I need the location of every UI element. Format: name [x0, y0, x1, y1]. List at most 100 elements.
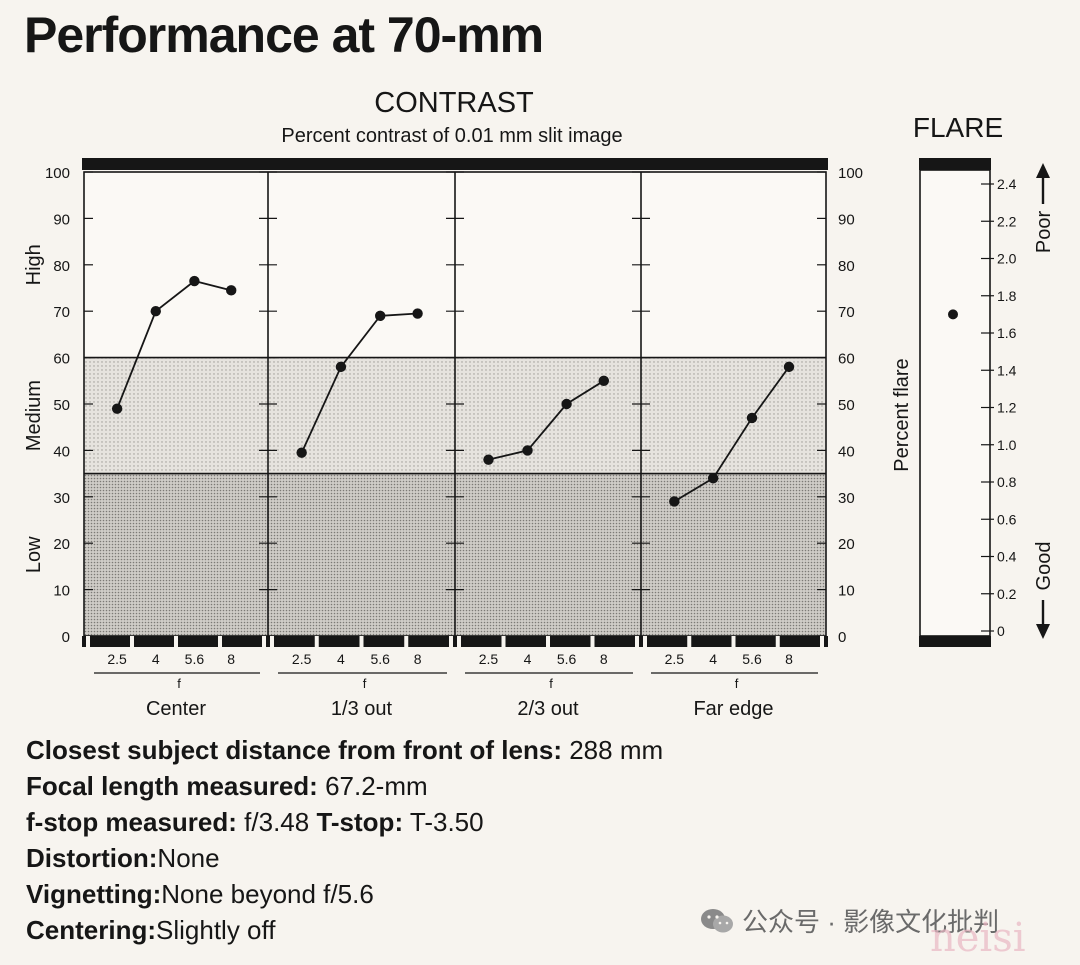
top-bar: [82, 158, 828, 170]
flare-title: FLARE: [913, 112, 1003, 143]
data-point: [296, 447, 307, 458]
x-axis-label: f: [549, 676, 553, 691]
flare-y-tick-label: 2.4: [997, 176, 1017, 192]
spec-centering: Centering:Slightly off: [26, 912, 663, 948]
x-tick-label: 4: [152, 651, 160, 667]
flare-y-tick-label: 0.6: [997, 511, 1017, 527]
spec-label-tstop: T-stop:: [316, 807, 404, 837]
series-line-far-edge: [673, 366, 790, 503]
x-tick-label: 5.6: [370, 651, 390, 667]
x-axis-label: f: [177, 676, 181, 691]
scale-notch: [270, 636, 274, 647]
scale-notch: [643, 636, 647, 647]
data-point: [335, 361, 347, 373]
data-point: [226, 285, 237, 296]
scale-notch: [635, 636, 639, 647]
series-line-1-3-out: [300, 312, 418, 454]
series-line-center: [116, 280, 232, 409]
y-tick-label-left: 20: [53, 536, 70, 553]
flare-data-point: [948, 309, 958, 320]
x-tick-label: 2.5: [107, 651, 127, 667]
x-tick-label: 4: [337, 651, 345, 667]
scale-notch: [590, 636, 595, 647]
x-tick-label: 8: [785, 651, 793, 667]
x-tick-label: 2.5: [292, 651, 312, 667]
series-line-2-3-out: [488, 380, 605, 461]
arrow-up-head-icon: [1036, 163, 1050, 178]
flare-top-bar: [919, 158, 991, 170]
spec-closest-distance: Closest subject distance from front of l…: [26, 732, 663, 768]
y-tick-label-left: 40: [53, 443, 70, 460]
y-tick-label-right: 90: [838, 211, 855, 228]
y-tick-label-left: 30: [53, 490, 70, 507]
x-tick-label: 5.6: [742, 651, 762, 667]
spec-label: f-stop measured:: [26, 807, 237, 837]
x-axis-label: f: [363, 676, 367, 691]
panel-name: 2/3 out: [517, 698, 579, 720]
data-point: [783, 361, 795, 373]
band-label-high: High: [23, 244, 45, 285]
scale-notch: [501, 636, 506, 647]
x-tick-label: 5.6: [185, 651, 205, 667]
y-tick-label-left: 90: [53, 211, 70, 228]
x-tick-label: 4: [709, 651, 717, 667]
data-point: [561, 398, 572, 410]
y-tick-label-right: 60: [838, 351, 855, 368]
y-tick-label-right: 80: [838, 258, 855, 275]
data-point: [111, 403, 123, 414]
flare-good-label: Good: [1033, 542, 1055, 591]
data-point: [522, 445, 533, 456]
contrast-chart: 0 0 10 10 20 20 30 30 40 40 50 50 60 60 70 70 80 80 90 90 10…: [23, 158, 863, 720]
y-tick-label-left: 80: [53, 258, 70, 275]
scale-notch: [86, 636, 90, 647]
scale-notch: [449, 636, 453, 647]
spec-fstop: f-stop measured: f/3.48 T-stop: T-3.50: [26, 804, 663, 840]
data-point: [669, 496, 680, 507]
panel-name: Center: [146, 698, 206, 720]
spec-value: None: [157, 843, 220, 873]
data-point: [746, 412, 758, 424]
flare-y-tick-label: 0.4: [997, 549, 1017, 565]
flare-y-tick-label: 2.0: [997, 251, 1017, 267]
scale-notch: [218, 636, 222, 647]
y-tick-label-right: 30: [838, 490, 855, 507]
scale-notch: [731, 636, 736, 647]
x-tick-label: 5.6: [557, 651, 577, 667]
watermark-text: 公众号 · 影像文化批判: [742, 907, 1000, 937]
spec-distortion: Distortion:None: [26, 840, 663, 876]
spec-value: Slightly off: [156, 915, 276, 945]
panel-name: Far edge: [693, 698, 773, 720]
scale-notch: [262, 636, 266, 647]
spec-label: Vignetting:: [26, 879, 162, 909]
spec-value: None beyond f/5.6: [161, 879, 374, 909]
scale-notch: [457, 636, 461, 647]
spec-value: f/3.48: [244, 807, 310, 837]
flare-y-tick-label: 0.8: [997, 474, 1017, 490]
band-label-low: Low: [23, 536, 45, 573]
y-tick-label-left: 10: [53, 583, 70, 600]
data-point: [412, 308, 423, 319]
data-point: [150, 306, 161, 317]
flare-y-tick-label: 1.6: [997, 325, 1017, 341]
band-label-medium: Medium: [23, 380, 45, 451]
data-point: [483, 454, 494, 465]
scale-notch: [130, 636, 134, 647]
y-tick-label-right: 10: [838, 583, 855, 600]
spec-value: 288 mm: [569, 735, 664, 765]
watermark: 公众号 · 影像文化批判: [700, 902, 999, 939]
wechat-icon: [701, 908, 733, 932]
y-tick-label-right: 0: [838, 629, 846, 646]
flare-y-tick-label: 2.2: [997, 213, 1017, 229]
y-tick-label-left: 100: [45, 165, 70, 182]
panel-name: 1/3 out: [331, 698, 393, 720]
flare-frame: [919, 169, 991, 637]
spec-label: Closest subject distance from front of l…: [26, 735, 562, 765]
flare-y-tick-label: 0.2: [997, 586, 1017, 602]
flare-y-tick-label: 1.2: [997, 400, 1017, 416]
lens-specs: Closest subject distance from front of l…: [26, 732, 663, 948]
flare-y-tick-label: 1.0: [997, 437, 1017, 453]
flare-chart: 0 0.2 0.4 0.6 0.8 1.0 1.2 1.4 1.6 1.8 2.0 2.2 2.4 Per…: [891, 158, 1055, 647]
scale-notch: [359, 636, 364, 647]
scale-notch: [546, 636, 550, 647]
arrow-down-head-icon: [1036, 624, 1050, 639]
